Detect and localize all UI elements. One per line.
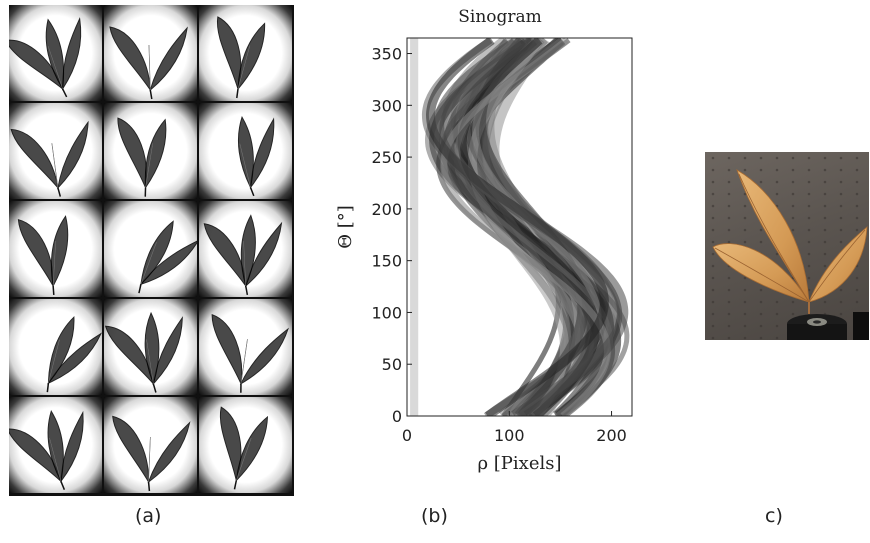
panel-a-label: (a) bbox=[135, 505, 162, 527]
projection-tile bbox=[9, 5, 102, 101]
projection-tile bbox=[104, 5, 197, 101]
y-axis-label: Θ [°] bbox=[335, 205, 356, 249]
projection-grid bbox=[9, 5, 294, 496]
x-tick-label: 0 bbox=[402, 426, 412, 445]
x-tick-label: 100 bbox=[494, 426, 525, 445]
projection-tile bbox=[9, 397, 102, 493]
y-tick-label: 300 bbox=[371, 96, 402, 115]
axes-frame bbox=[406, 37, 633, 417]
projection-tile bbox=[9, 103, 102, 199]
y-tick-label: 100 bbox=[371, 303, 402, 322]
projection-tile bbox=[199, 299, 292, 395]
projection-tile bbox=[9, 201, 102, 297]
projection-tile bbox=[104, 103, 197, 199]
projection-tile bbox=[199, 201, 292, 297]
leaf-photo-drawing bbox=[705, 152, 869, 340]
projection-tile bbox=[199, 103, 292, 199]
sinogram-figure: Sinogram 0 50 100 150 200 250 300 350 0 100 200 ρ [… bbox=[330, 0, 650, 500]
sinogram-band bbox=[433, 38, 629, 416]
panel-c-label: c) bbox=[765, 505, 783, 527]
panel-b-label: (b) bbox=[421, 505, 448, 527]
projection-tile bbox=[104, 397, 197, 493]
y-tick-label: 0 bbox=[392, 407, 402, 426]
chart-title: Sinogram bbox=[458, 7, 542, 27]
y-tick-label: 50 bbox=[382, 355, 402, 374]
y-tick-label: 250 bbox=[371, 148, 402, 167]
x-tick-label: 200 bbox=[596, 426, 627, 445]
y-tick-label: 350 bbox=[371, 45, 402, 64]
projection-tile bbox=[199, 397, 292, 493]
y-tick-label: 150 bbox=[371, 252, 402, 271]
x-axis-label: ρ [Pixels] bbox=[477, 453, 561, 474]
sinogram-plot: 0 50 100 150 200 250 300 350 0 100 200 ρ [Pixels] Θ … bbox=[335, 37, 633, 474]
leaf-photo bbox=[705, 152, 869, 340]
y-tick-label: 200 bbox=[371, 200, 402, 219]
projection-tile bbox=[9, 299, 102, 395]
projection-tile bbox=[199, 5, 292, 101]
projection-tile bbox=[104, 299, 197, 395]
projection-tile bbox=[104, 201, 197, 297]
sinogram-stripe bbox=[410, 38, 419, 416]
